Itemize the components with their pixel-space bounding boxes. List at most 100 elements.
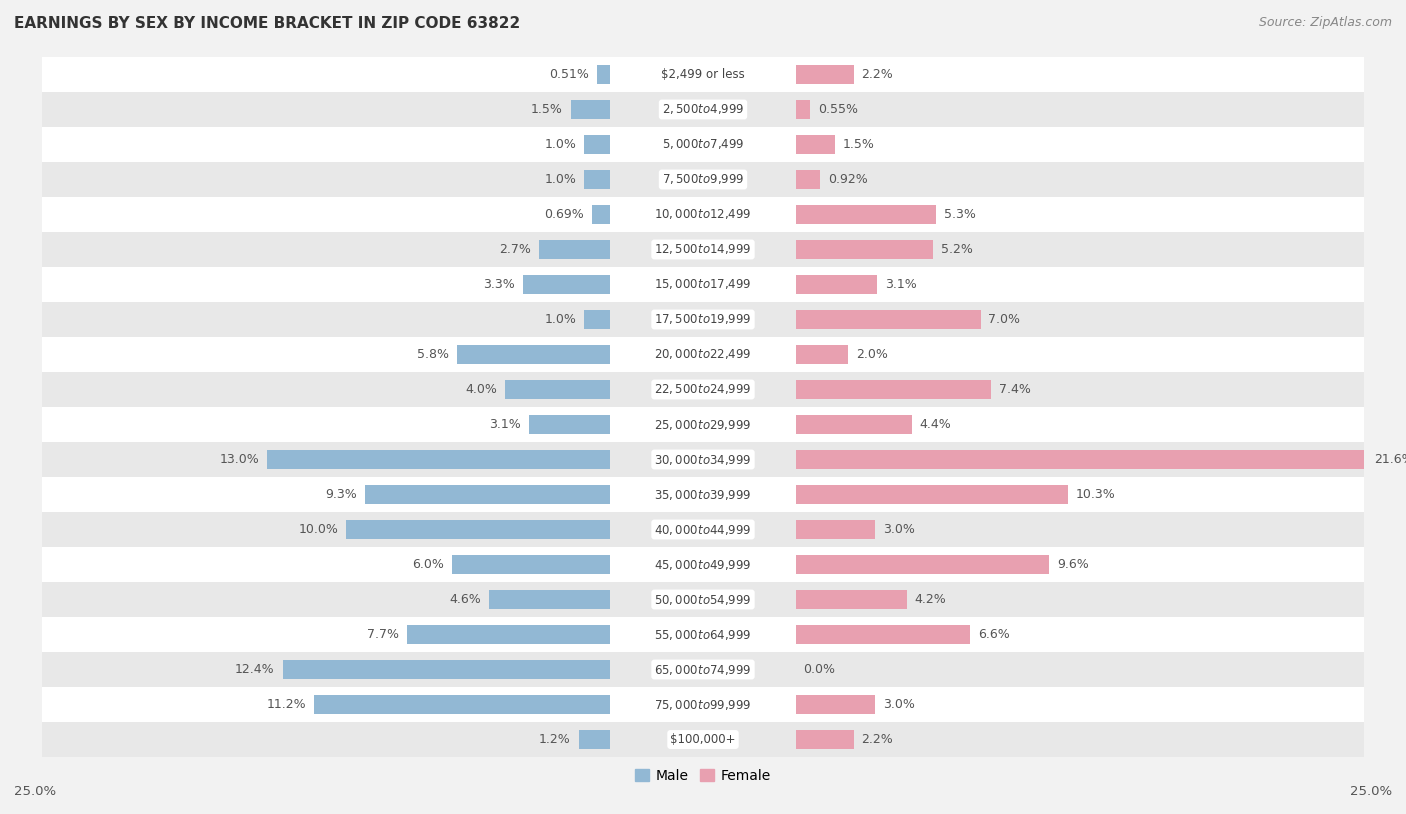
Text: 1.2%: 1.2% [538,733,571,746]
Text: $15,000 to $17,499: $15,000 to $17,499 [654,278,752,291]
Text: 7.4%: 7.4% [1000,383,1031,396]
Bar [796,555,1049,574]
Text: 11.2%: 11.2% [267,698,307,711]
Text: 1.0%: 1.0% [544,313,576,326]
Bar [42,232,1364,267]
Bar [42,687,1364,722]
Text: 1.5%: 1.5% [844,138,875,151]
Text: $40,000 to $44,999: $40,000 to $44,999 [654,523,752,536]
Text: $12,500 to $14,999: $12,500 to $14,999 [654,243,752,256]
Bar [796,205,935,224]
Bar [579,730,610,749]
Text: 5.2%: 5.2% [941,243,973,256]
Text: 0.0%: 0.0% [803,663,835,676]
Text: 12.4%: 12.4% [235,663,274,676]
Bar [283,660,610,679]
Bar [42,582,1364,617]
Bar [796,65,853,84]
Bar [523,275,610,294]
Text: 3.3%: 3.3% [484,278,516,291]
Text: $75,000 to $99,999: $75,000 to $99,999 [654,698,752,711]
Bar [796,450,1367,469]
Text: 7.0%: 7.0% [988,313,1021,326]
Text: 9.3%: 9.3% [325,488,357,501]
Bar [364,485,610,504]
Text: $55,000 to $64,999: $55,000 to $64,999 [654,628,752,641]
Text: Source: ZipAtlas.com: Source: ZipAtlas.com [1258,16,1392,29]
Text: $30,000 to $34,999: $30,000 to $34,999 [654,453,752,466]
Bar [42,652,1364,687]
Bar [796,415,912,434]
Text: 5.3%: 5.3% [943,208,976,221]
Text: 4.4%: 4.4% [920,418,952,431]
Text: $22,500 to $24,999: $22,500 to $24,999 [654,383,752,396]
Bar [42,127,1364,162]
Bar [796,590,907,609]
Text: $45,000 to $49,999: $45,000 to $49,999 [654,558,752,571]
Text: $10,000 to $12,499: $10,000 to $12,499 [654,208,752,221]
Bar [346,520,610,539]
Text: $5,000 to $7,499: $5,000 to $7,499 [662,138,744,151]
Text: $100,000+: $100,000+ [671,733,735,746]
Text: 2.0%: 2.0% [856,348,889,361]
Bar [583,310,610,329]
Bar [457,345,610,364]
Text: 25.0%: 25.0% [1350,785,1392,798]
Bar [571,100,610,119]
Text: 3.1%: 3.1% [886,278,917,291]
Bar [42,162,1364,197]
Bar [42,197,1364,232]
Bar [42,477,1364,512]
Bar [796,170,820,189]
Bar [42,372,1364,407]
Text: 6.6%: 6.6% [979,628,1010,641]
Bar [538,240,610,259]
Bar [796,485,1067,504]
Bar [796,625,970,644]
Text: 10.0%: 10.0% [298,523,339,536]
Bar [42,547,1364,582]
Bar [42,407,1364,442]
Bar [598,65,610,84]
Text: $17,500 to $19,999: $17,500 to $19,999 [654,313,752,326]
Bar [796,135,835,154]
Bar [796,345,848,364]
Text: 4.2%: 4.2% [914,593,946,606]
Legend: Male, Female: Male, Female [630,764,776,789]
Bar [451,555,610,574]
Bar [42,512,1364,547]
Bar [505,380,610,399]
Bar [796,730,853,749]
Bar [315,695,610,714]
Bar [592,205,610,224]
Text: $2,500 to $4,999: $2,500 to $4,999 [662,103,744,116]
Bar [796,380,991,399]
Text: 1.5%: 1.5% [531,103,562,116]
Text: 13.0%: 13.0% [219,453,259,466]
Text: 0.55%: 0.55% [818,103,858,116]
Text: $2,499 or less: $2,499 or less [661,68,745,81]
Text: 2.2%: 2.2% [862,68,893,81]
Bar [796,100,810,119]
Text: $25,000 to $29,999: $25,000 to $29,999 [654,418,752,431]
Bar [583,135,610,154]
Text: 21.6%: 21.6% [1375,453,1406,466]
Text: 3.0%: 3.0% [883,523,915,536]
Text: 9.6%: 9.6% [1057,558,1090,571]
Text: 3.1%: 3.1% [489,418,520,431]
Bar [42,57,1364,92]
Text: $7,500 to $9,999: $7,500 to $9,999 [662,173,744,186]
Text: 1.0%: 1.0% [544,138,576,151]
Bar [267,450,610,469]
Bar [42,267,1364,302]
Bar [42,442,1364,477]
Text: 0.69%: 0.69% [544,208,585,221]
Bar [42,302,1364,337]
Text: 2.2%: 2.2% [862,733,893,746]
Bar [42,617,1364,652]
Bar [796,520,875,539]
Bar [796,310,980,329]
Text: 4.6%: 4.6% [449,593,481,606]
Text: $20,000 to $22,499: $20,000 to $22,499 [654,348,752,361]
Bar [529,415,610,434]
